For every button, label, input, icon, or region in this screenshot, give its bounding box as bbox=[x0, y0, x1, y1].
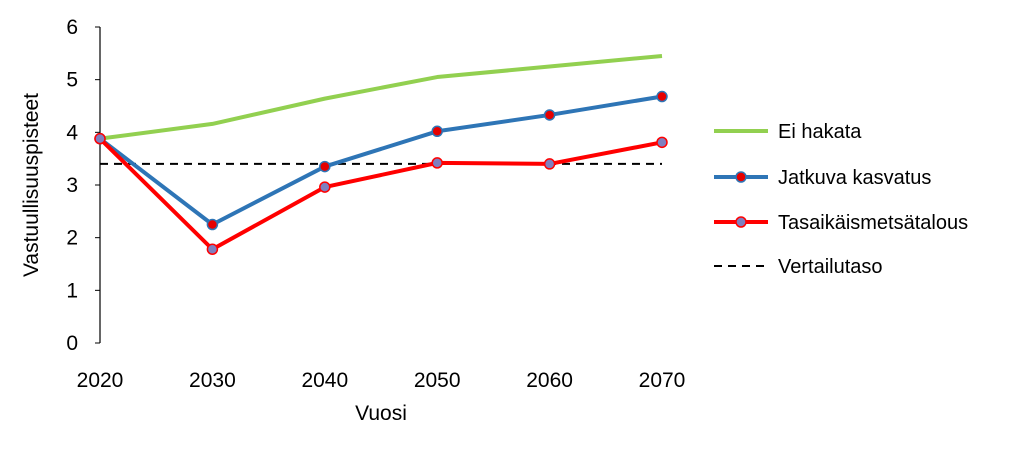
series-2 bbox=[94, 132, 668, 256]
y-tick-label: 4 bbox=[66, 121, 78, 144]
data-point bbox=[319, 160, 331, 173]
y-tick-label: 1 bbox=[66, 279, 78, 302]
legend-label: Tasaikäismetsätalous bbox=[778, 212, 968, 234]
legend-marker bbox=[735, 216, 747, 228]
data-point bbox=[656, 90, 668, 103]
legend-item: Tasaikäismetsätalous bbox=[714, 212, 968, 234]
data-point bbox=[319, 181, 331, 193]
series-0 bbox=[99, 53, 663, 141]
y-tick-label: 5 bbox=[66, 69, 78, 92]
series-layer bbox=[94, 53, 668, 256]
data-point bbox=[431, 125, 443, 138]
legend-marker bbox=[735, 171, 747, 183]
series-line bbox=[98, 94, 663, 227]
x-tick-label: 2050 bbox=[414, 369, 461, 392]
data-point bbox=[543, 158, 556, 170]
legend-label: Ei hakata bbox=[778, 121, 862, 143]
x-tick-label: 2030 bbox=[189, 369, 236, 392]
y-tick-label: 2 bbox=[66, 227, 78, 250]
series-line bbox=[98, 137, 663, 252]
x-axis-title: Vuosi bbox=[355, 402, 407, 425]
legend-item: Vertailutaso bbox=[714, 256, 883, 278]
data-point bbox=[656, 136, 668, 149]
x-tick-label: 2040 bbox=[301, 369, 348, 392]
x-tick-label: 2070 bbox=[639, 369, 686, 392]
data-point bbox=[431, 157, 443, 169]
y-axis-title: Vastuullisuuspisteet bbox=[20, 93, 43, 277]
y-tick-label: 0 bbox=[66, 332, 78, 355]
axes: 0 1 2 3 4 5 6 2020 2030 2040 2050 2060 2070 bbox=[66, 16, 685, 392]
data-point bbox=[206, 243, 219, 256]
series-line bbox=[99, 53, 663, 141]
x-tick-label: 2020 bbox=[77, 369, 124, 392]
legend-item: Ei hakata bbox=[714, 121, 862, 143]
legend-item: Jatkuva kasvatus bbox=[714, 167, 931, 189]
x-tick-label: 2060 bbox=[526, 369, 573, 392]
y-tick-label: 3 bbox=[66, 174, 78, 197]
series-1 bbox=[94, 90, 668, 231]
data-point bbox=[94, 132, 106, 145]
legend-label: Vertailutaso bbox=[778, 256, 883, 278]
legend: Ei hakata Jatkuva kasvatus Tasaikäismetsät… bbox=[714, 121, 968, 278]
legend-label: Jatkuva kasvatus bbox=[778, 167, 931, 189]
y-tick-label: 6 bbox=[66, 16, 78, 39]
data-point bbox=[543, 109, 556, 121]
data-point bbox=[206, 218, 219, 231]
